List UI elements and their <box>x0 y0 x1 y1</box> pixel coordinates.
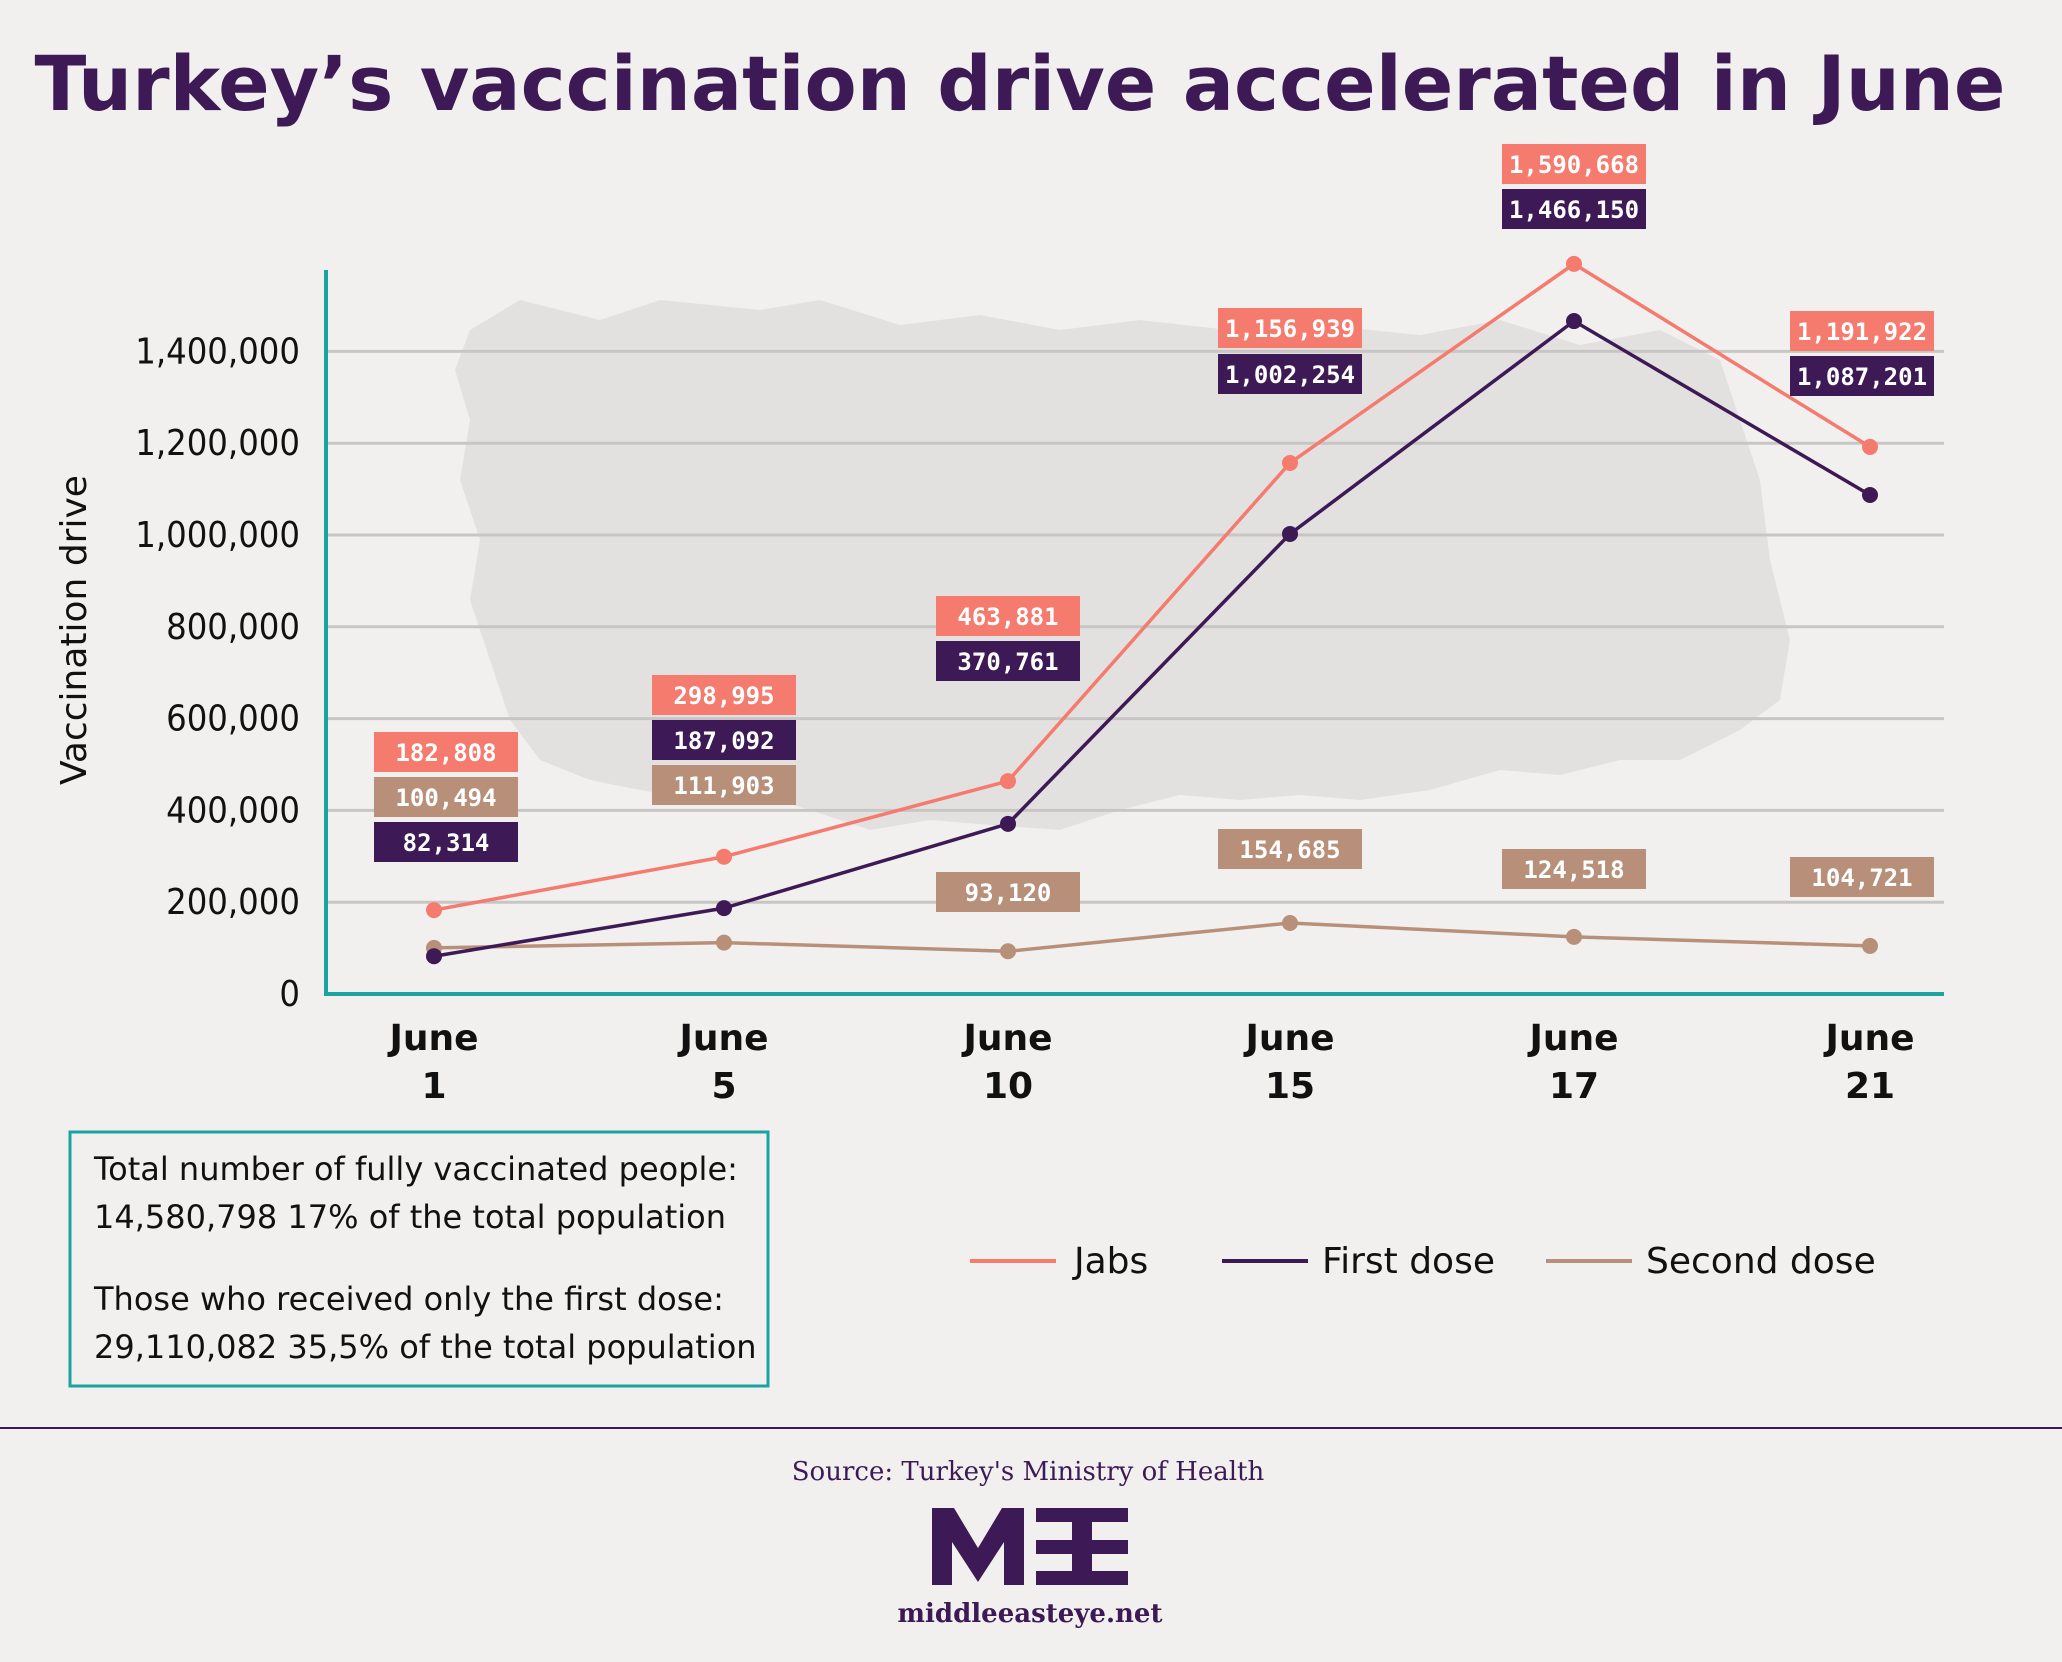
data-point-second-dose <box>1566 928 1582 945</box>
info-box: Total number of fully vaccinated people:… <box>68 1130 770 1388</box>
data-label-box-first-dose <box>1790 356 1934 396</box>
data-label-second-dose: 93,120 <box>965 879 1052 907</box>
data-label-second-dose: 111,903 <box>673 772 774 800</box>
axes-layer: 0 200,000 400,000 600,000 800,000 1,000,000 1,… <box>135 270 1944 1107</box>
series-line-first-dose <box>433 318 1871 958</box>
x-tick-label-month: June <box>1822 1018 1914 1059</box>
data-label-box-jabs <box>1502 144 1646 184</box>
data-point-first-dose <box>1282 525 1298 542</box>
data-point-jabs <box>1000 773 1016 790</box>
x-tick-label-day: 17 <box>1549 1066 1599 1107</box>
info-first-dose-label: Those who received only the first dose: <box>93 1280 724 1318</box>
data-label-box-jabs <box>652 675 796 715</box>
labels-layer: 182,808 298,995 463,881 1,156,939 1,590,668 1… <box>374 144 1934 912</box>
x-tick-label-month: June <box>1526 1018 1618 1059</box>
logo-letter-e <box>1072 1508 1128 1585</box>
data-label-box-second-dose <box>1218 829 1362 869</box>
x-tick-label-month: June <box>960 1018 1052 1059</box>
data-label-first-dose: 1,466,150 <box>1509 196 1639 224</box>
y-axis-label: Vaccination drive <box>54 475 95 785</box>
data-point-jabs <box>1282 454 1298 471</box>
info-fully-vaccinated-label: Total number of fully vaccinated people: <box>93 1150 738 1188</box>
legend-label-jabs: Jabs <box>1072 1241 1148 1282</box>
data-point-second-dose <box>1282 914 1298 931</box>
x-tick-label-month: June <box>1242 1018 1334 1059</box>
data-label-second-dose: 124,518 <box>1523 856 1624 884</box>
legend: Jabs First dose Second dose <box>970 1241 1876 1282</box>
mee-logo <box>932 1508 1128 1585</box>
x-tick-label-day: 5 <box>711 1066 736 1107</box>
data-point-first-dose <box>716 900 732 917</box>
y-tick-label: 0 <box>279 974 300 1015</box>
data-label-box-jabs <box>1790 311 1934 351</box>
y-tick-label: 400,000 <box>166 790 300 831</box>
data-point-second-dose <box>1862 937 1878 954</box>
info-fully-vaccinated-value: 14,580,798 17% of the total population <box>94 1198 726 1236</box>
legend-label-first-dose: First dose <box>1322 1241 1495 1282</box>
data-point-jabs <box>1566 255 1582 272</box>
x-tick-label-month: June <box>386 1018 478 1059</box>
data-label-box-second-dose <box>374 777 518 817</box>
data-point-second-dose <box>1000 943 1016 960</box>
data-point-jabs <box>716 848 732 865</box>
x-tick-label-month: June <box>676 1018 768 1059</box>
y-tick-label: 800,000 <box>166 607 300 648</box>
data-label-box-first-dose <box>374 822 518 862</box>
data-label-box-first-dose <box>1218 354 1362 394</box>
data-point-first-dose <box>426 948 442 965</box>
data-label-first-dose: 370,761 <box>957 648 1058 676</box>
data-label-second-dose: 154,685 <box>1239 836 1340 864</box>
grid-layer <box>326 349 1944 904</box>
x-tick-label-day: 1 <box>421 1066 446 1107</box>
chart-title: Turkey’s vaccination drive accelerated i… <box>35 39 2006 128</box>
lines-layer <box>426 255 1878 965</box>
data-label-jabs: 182,808 <box>395 739 496 767</box>
data-label-jabs: 463,881 <box>957 603 1058 631</box>
data-label-box-jabs <box>1218 308 1362 348</box>
y-tick-label: 600,000 <box>166 699 300 740</box>
data-label-box-second-dose <box>1790 857 1934 897</box>
data-label-box-jabs <box>936 596 1080 636</box>
data-point-jabs <box>426 902 442 919</box>
data-label-box-second-dose <box>936 872 1080 912</box>
data-point-first-dose <box>1862 486 1878 503</box>
x-tick-label-day: 10 <box>983 1066 1033 1107</box>
y-tick-label: 1,200,000 <box>135 423 300 464</box>
data-label-first-dose: 1,002,254 <box>1225 361 1355 389</box>
site-url: middleeasteye.net <box>898 1599 1163 1629</box>
data-label-jabs: 1,156,939 <box>1225 315 1355 343</box>
data-label-box-second-dose <box>1502 849 1646 889</box>
info-first-dose-value: 29,110,082 35,5% of the total population <box>94 1328 757 1366</box>
data-label-box-first-dose <box>652 720 796 760</box>
data-point-second-dose <box>716 934 732 951</box>
data-label-first-dose: 1,087,201 <box>1797 363 1927 391</box>
data-point-jabs <box>1862 438 1878 455</box>
x-tick-label-day: 15 <box>1265 1066 1315 1107</box>
data-label-first-dose: 82,314 <box>403 829 490 857</box>
data-label-box-second-dose <box>652 765 796 805</box>
y-tick-label: 1,000,000 <box>135 515 300 556</box>
series-line-second-dose <box>433 921 1871 954</box>
data-label-box-first-dose <box>1502 189 1646 229</box>
data-label-jabs: 1,191,922 <box>1797 318 1927 346</box>
data-label-second-dose: 104,721 <box>1811 864 1912 892</box>
info-box-border <box>68 1130 770 1388</box>
data-label-second-dose: 100,494 <box>395 784 496 812</box>
data-label-jabs: 298,995 <box>673 682 774 710</box>
logo-letter-m <box>932 1508 1024 1585</box>
data-label-box-first-dose <box>936 641 1080 681</box>
legend-label-second-dose: Second dose <box>1646 1241 1876 1282</box>
x-tick-label-day: 21 <box>1845 1066 1895 1107</box>
series-line-jabs <box>433 261 1871 912</box>
source-text: Source: Turkey's Ministry of Health <box>792 1457 1265 1487</box>
y-tick-label: 1,400,000 <box>135 331 300 372</box>
data-label-jabs: 1,590,668 <box>1509 151 1639 179</box>
data-point-first-dose <box>1566 313 1582 330</box>
data-label-first-dose: 187,092 <box>673 727 774 755</box>
y-tick-label: 200,000 <box>166 882 300 923</box>
data-label-box-jabs <box>374 732 518 772</box>
data-point-first-dose <box>1000 815 1016 832</box>
